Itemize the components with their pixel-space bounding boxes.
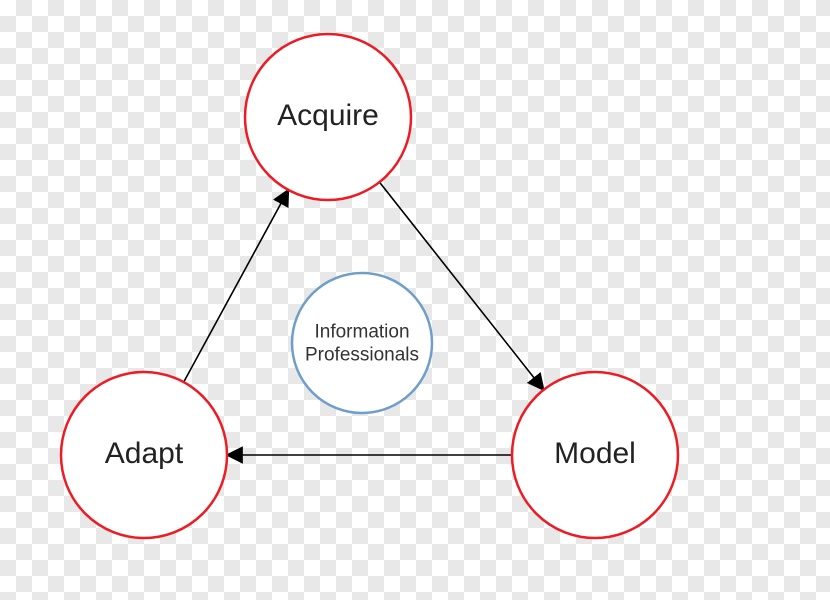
node-label-adapt: Adapt [105, 437, 184, 470]
node-acquire: Acquire [245, 34, 411, 200]
node-model: Model [512, 372, 678, 538]
node-label-center-line1: Information [314, 322, 409, 343]
edge-adapt-to-acquire [184, 190, 289, 382]
node-center: InformationProfessionals [292, 273, 432, 413]
node-label-acquire: Acquire [277, 99, 379, 132]
node-adapt: Adapt [61, 372, 227, 538]
cycle-diagram: Acquire Model Adapt InformationProfessional… [0, 0, 830, 600]
node-label-center-line2: Professionals [305, 344, 419, 365]
nodes-layer: Acquire Model Adapt InformationProfessional… [61, 34, 678, 538]
node-circle-center [292, 273, 432, 413]
node-label-model: Model [554, 437, 636, 470]
diagram-canvas: Acquire Model Adapt InformationProfessional… [0, 0, 830, 600]
